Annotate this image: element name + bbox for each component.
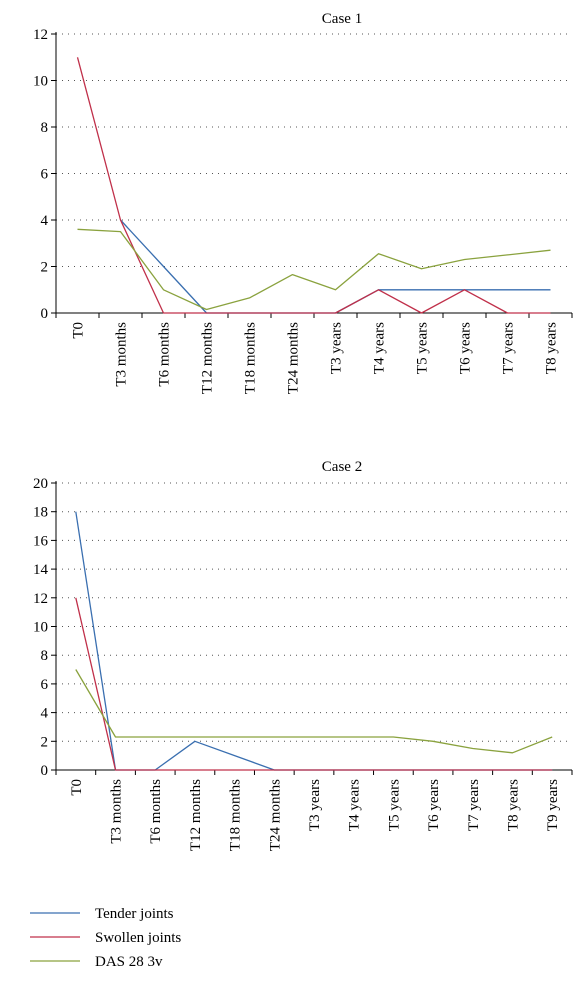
legend-label-das-28-3v: DAS 28 3v [95, 954, 163, 970]
x-tick-label-t4-years: T4 years [372, 322, 388, 374]
x-tick-label-t8-years: T8 years [544, 322, 560, 374]
y-tick-label-10: 10 [33, 74, 48, 90]
x-tick-label-t8-years: T8 years [505, 779, 521, 831]
x-tick-label-t6-months: T6 months [148, 779, 164, 844]
x-tick-label-t4-years: T4 years [347, 779, 363, 831]
x-tick-label-t3-years: T3 years [307, 779, 323, 831]
x-tick-label-t6-years: T6 years [458, 322, 474, 374]
x-tick-label-t12-months: T12 months [188, 779, 204, 851]
y-tick-label-2: 2 [41, 260, 49, 276]
legend: Tender joints Swollen joints DAS 28 3v [30, 906, 181, 970]
y-tick-label-4: 4 [41, 706, 49, 722]
y-tick-label-10: 10 [33, 620, 48, 636]
y-tick-label-0: 0 [41, 763, 49, 779]
x-tick-label-t0: T0 [71, 322, 87, 339]
series-line-tender-joints [75, 511, 553, 771]
x-tick-label-t7-years: T7 years [466, 779, 482, 831]
series-line-swollen-joints [76, 57, 551, 314]
y-tick-label-12: 12 [33, 591, 48, 607]
x-tick-label-t3-years: T3 years [329, 322, 345, 374]
chart-title: Case 1 [322, 11, 362, 27]
y-tick-label-18: 18 [33, 505, 48, 521]
y-tick-label-6: 6 [41, 677, 49, 693]
x-tick-label-t24-months: T24 months [286, 322, 302, 394]
x-tick-label-t0: T0 [69, 779, 85, 796]
x-tick-label-t12-months: T12 months [200, 322, 216, 394]
y-tick-label-6: 6 [41, 167, 49, 183]
x-tick-label-t6-years: T6 years [426, 779, 442, 831]
y-tick-label-4: 4 [41, 213, 49, 229]
y-tick-label-2: 2 [41, 734, 49, 750]
x-tick-label-t7-years: T7 years [501, 322, 517, 374]
series-line-das-28-3v [77, 228, 551, 311]
chart-case-1: Case 1 0 2 4 6 8 10 12 T0 T3 months T6 months T12 m… [33, 11, 573, 394]
series-line-das-28-3v [75, 669, 553, 754]
x-tick-label-t6-months: T6 months [157, 322, 173, 387]
y-tick-label-16: 16 [33, 533, 49, 549]
x-tick-label-t9-years: T9 years [545, 779, 561, 831]
y-tick-label-8: 8 [41, 120, 49, 136]
x-tick-label-t5-years: T5 years [386, 779, 402, 831]
chart-case-2: Case 2 0 2 4 6 8 10 12 14 16 18 20 T0 T3 months T6 mon… [33, 459, 573, 851]
x-tick-label-t3-months: T3 months [109, 779, 125, 844]
x-tick-label-t24-months: T24 months [267, 779, 283, 851]
legend-label-swollen-joints: Swollen joints [95, 930, 181, 946]
chart-title: Case 2 [322, 459, 362, 475]
x-tick-label-t3-months: T3 months [114, 322, 130, 387]
y-tick-label-20: 20 [33, 476, 48, 492]
series-line-swollen-joints [75, 597, 553, 771]
y-tick-label-0: 0 [41, 306, 49, 322]
legend-label-tender-joints: Tender joints [95, 906, 174, 922]
x-tick-label-t5-years: T5 years [415, 322, 431, 374]
y-tick-label-8: 8 [41, 648, 49, 664]
x-tick-label-t18-months: T18 months [243, 322, 259, 394]
x-tick-label-t18-months: T18 months [228, 779, 244, 851]
y-tick-label-12: 12 [33, 27, 48, 43]
y-tick-label-14: 14 [33, 562, 49, 578]
